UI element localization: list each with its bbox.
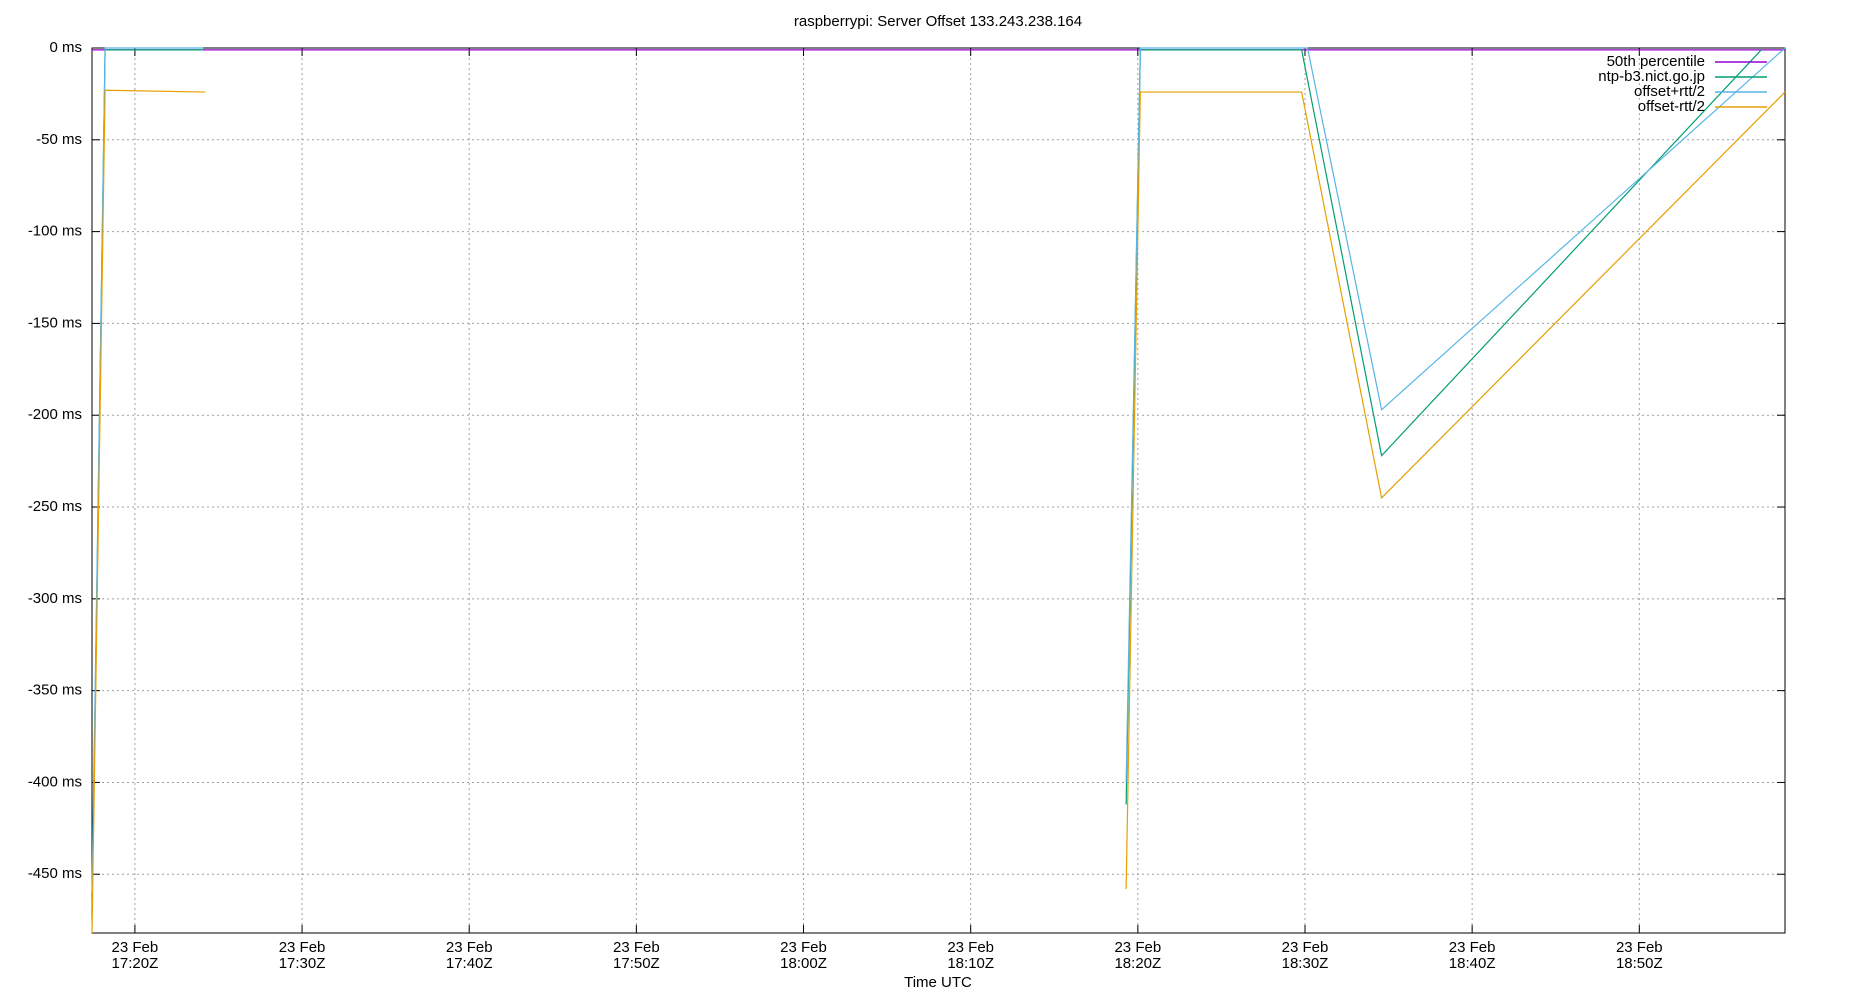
x-axis-title: Time UTC <box>904 974 972 991</box>
x-tick-label: 18:40Z <box>1449 955 1496 972</box>
y-tick-label: 0 ms <box>49 39 82 56</box>
x-tick-label: 17:50Z <box>613 955 660 972</box>
y-tick-label: -300 ms <box>28 590 82 607</box>
y-tick-label: -50 ms <box>36 131 82 148</box>
x-tick-label: 17:40Z <box>446 955 493 972</box>
legend-label: offset+rtt/2 <box>1634 83 1705 100</box>
y-tick-label: -150 ms <box>28 314 82 331</box>
y-tick-label: -350 ms <box>28 682 82 699</box>
x-tick-label: 23 Feb <box>780 939 827 956</box>
x-tick-label: 23 Feb <box>947 939 994 956</box>
plot-frame <box>91 47 1786 934</box>
y-tick-label: -100 ms <box>28 223 82 240</box>
x-tick-label: 17:20Z <box>112 955 159 972</box>
y-tick-label: -400 ms <box>28 773 82 790</box>
x-tick-label: 17:30Z <box>279 955 326 972</box>
x-tick-label: 23 Feb <box>279 939 326 956</box>
x-tick-label: 23 Feb <box>1114 939 1161 956</box>
x-tick-label: 18:20Z <box>1114 955 1161 972</box>
x-tick-label: 18:50Z <box>1616 955 1663 972</box>
legend-label: 50th percentile <box>1607 53 1705 70</box>
x-tick-label: 18:00Z <box>780 955 827 972</box>
legend-label: ntp-b3.nict.go.jp <box>1598 68 1705 85</box>
x-tick-label: 23 Feb <box>112 939 159 956</box>
x-tick-label: 23 Feb <box>1616 939 1663 956</box>
y-tick-label: -450 ms <box>28 865 82 882</box>
x-tick-label: 18:10Z <box>947 955 994 972</box>
series-line <box>91 89 1786 934</box>
y-tick-label: -250 ms <box>28 498 82 515</box>
x-tick-label: 18:30Z <box>1282 955 1329 972</box>
x-tick-label: 23 Feb <box>446 939 493 956</box>
y-tick-label: -200 ms <box>28 406 82 423</box>
legend-label: offset-rtt/2 <box>1638 98 1705 115</box>
series-line <box>91 47 1786 893</box>
series-line <box>91 49 1762 911</box>
x-tick-label: 23 Feb <box>613 939 660 956</box>
chart-title: raspberrypi: Server Offset 133.243.238.1… <box>794 13 1082 30</box>
x-tick-label: 23 Feb <box>1282 939 1329 956</box>
x-tick-label: 23 Feb <box>1449 939 1496 956</box>
